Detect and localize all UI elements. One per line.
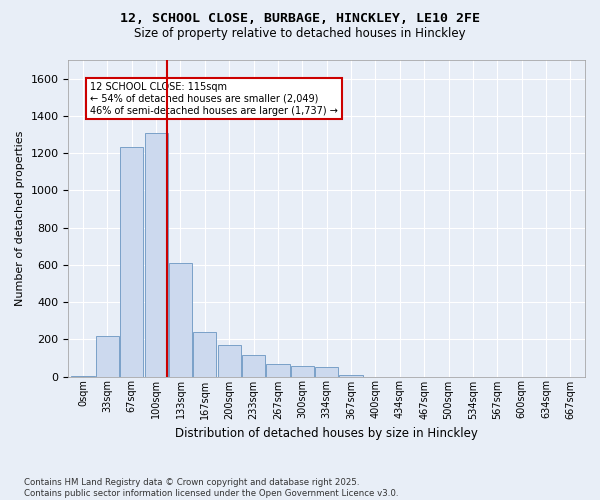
Text: Contains HM Land Registry data © Crown copyright and database right 2025.
Contai: Contains HM Land Registry data © Crown c…	[24, 478, 398, 498]
Y-axis label: Number of detached properties: Number of detached properties	[15, 130, 25, 306]
X-axis label: Distribution of detached houses by size in Hinckley: Distribution of detached houses by size …	[175, 427, 478, 440]
Bar	[315, 367, 338, 376]
Bar	[169, 263, 192, 376]
Bar	[340, 374, 362, 376]
Bar	[218, 345, 241, 376]
Bar	[120, 146, 143, 376]
Bar	[96, 336, 119, 376]
Text: 12 SCHOOL CLOSE: 115sqm
← 54% of detached houses are smaller (2,049)
46% of semi: 12 SCHOOL CLOSE: 115sqm ← 54% of detache…	[91, 82, 338, 116]
Bar	[242, 355, 265, 376]
Bar	[193, 332, 217, 376]
Text: Size of property relative to detached houses in Hinckley: Size of property relative to detached ho…	[134, 28, 466, 40]
Text: 12, SCHOOL CLOSE, BURBAGE, HINCKLEY, LE10 2FE: 12, SCHOOL CLOSE, BURBAGE, HINCKLEY, LE1…	[120, 12, 480, 26]
Bar	[145, 132, 168, 376]
Bar	[291, 366, 314, 376]
Bar	[266, 364, 290, 376]
